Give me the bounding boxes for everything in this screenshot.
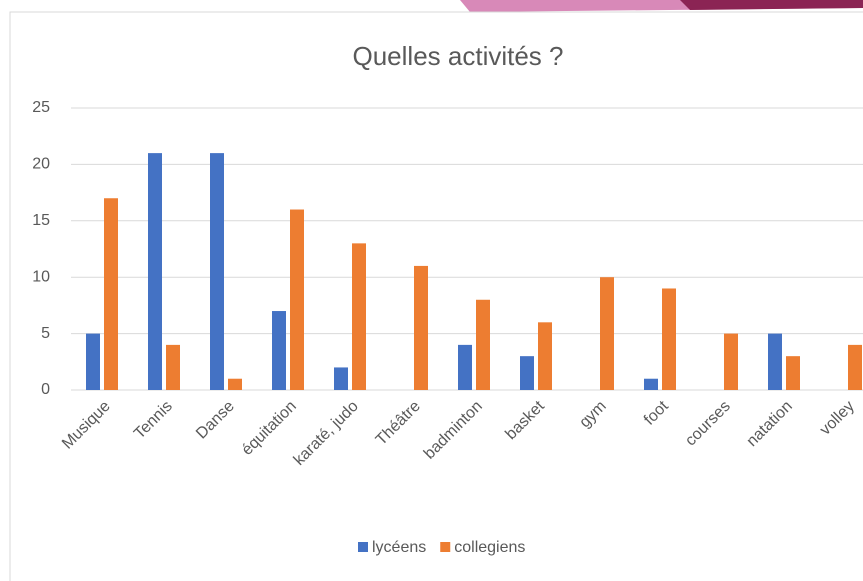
legend-label: collegiens xyxy=(454,539,525,556)
chart-title: Quelles activités ? xyxy=(353,41,564,71)
bar xyxy=(272,311,286,390)
bar xyxy=(644,378,658,390)
bar xyxy=(848,344,862,390)
y-tick-label: 25 xyxy=(32,99,50,116)
bar xyxy=(476,299,490,390)
bar xyxy=(228,378,242,390)
y-tick-label: 15 xyxy=(32,212,50,229)
bar xyxy=(458,344,472,390)
legend-label: lycéens xyxy=(372,539,426,556)
bar xyxy=(600,277,614,390)
bar xyxy=(662,288,676,390)
bar xyxy=(786,356,800,390)
bar xyxy=(210,153,224,390)
bar xyxy=(334,367,348,390)
bar xyxy=(352,243,366,390)
chart-frame xyxy=(9,11,863,581)
decoration xyxy=(680,0,863,10)
y-tick-label: 0 xyxy=(41,381,50,398)
y-tick-label: 10 xyxy=(32,268,50,285)
bar xyxy=(520,356,534,390)
y-tick-label: 5 xyxy=(41,325,50,342)
bar xyxy=(724,333,738,390)
bar xyxy=(290,209,304,390)
bar xyxy=(148,153,162,390)
bar xyxy=(414,265,428,390)
bar xyxy=(166,344,180,390)
bar xyxy=(86,333,100,390)
legend-swatch xyxy=(358,542,368,552)
bar xyxy=(768,333,782,390)
bar xyxy=(538,322,552,390)
y-tick-label: 20 xyxy=(32,156,50,173)
bar xyxy=(104,198,118,390)
legend-swatch xyxy=(440,542,451,552)
